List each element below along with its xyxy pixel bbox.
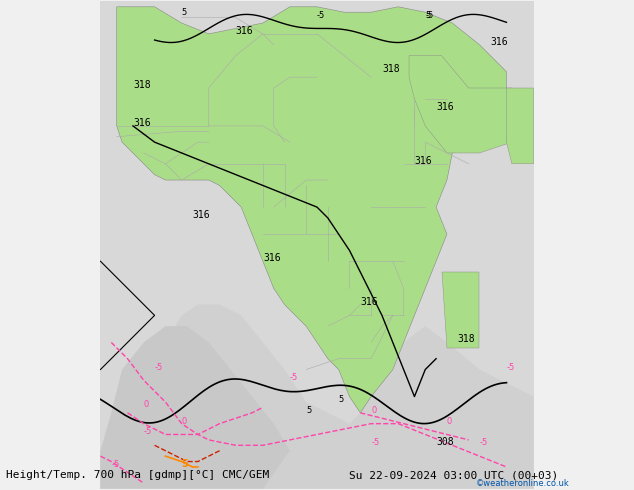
Text: 316: 316	[490, 37, 508, 47]
Text: 5: 5	[182, 8, 187, 17]
Text: 5: 5	[425, 11, 430, 20]
Polygon shape	[441, 272, 479, 348]
Text: -5: -5	[425, 11, 434, 20]
Text: 316: 316	[193, 210, 210, 220]
Text: -5: -5	[155, 363, 163, 371]
Text: 316: 316	[263, 253, 280, 263]
Text: -5: -5	[479, 438, 488, 447]
Polygon shape	[100, 326, 290, 489]
Text: ©weatheronline.co.uk: ©weatheronline.co.uk	[476, 479, 569, 488]
Text: 0: 0	[144, 400, 149, 410]
Text: -5: -5	[290, 373, 298, 382]
Polygon shape	[507, 88, 534, 164]
Polygon shape	[100, 305, 534, 489]
Text: 5: 5	[339, 395, 344, 404]
Text: 0: 0	[371, 406, 377, 415]
Text: 316: 316	[415, 156, 432, 166]
Text: -5: -5	[144, 427, 152, 437]
Text: -5: -5	[317, 11, 325, 20]
Text: -5: -5	[112, 460, 120, 469]
Text: 316: 316	[236, 26, 254, 36]
Text: 318: 318	[458, 335, 476, 344]
Polygon shape	[409, 55, 522, 153]
Text: Height/Temp. 700 hPa [gdmp][°C] CMC/GEM: Height/Temp. 700 hPa [gdmp][°C] CMC/GEM	[6, 470, 269, 480]
Text: -5: -5	[507, 363, 515, 371]
Text: 316: 316	[360, 296, 378, 307]
Text: -5: -5	[371, 438, 379, 447]
Polygon shape	[117, 7, 507, 413]
Text: 0: 0	[447, 416, 452, 426]
Text: 316: 316	[133, 118, 150, 128]
Text: 318: 318	[382, 64, 399, 74]
Text: 318: 318	[133, 80, 150, 90]
Text: 5: 5	[306, 406, 311, 415]
Text: 0: 0	[182, 416, 187, 426]
Text: 308: 308	[436, 437, 454, 447]
Text: 316: 316	[436, 101, 454, 112]
Text: Su 22-09-2024 03:00 UTC (00+03): Su 22-09-2024 03:00 UTC (00+03)	[349, 470, 558, 480]
Text: 5: 5	[182, 459, 188, 469]
